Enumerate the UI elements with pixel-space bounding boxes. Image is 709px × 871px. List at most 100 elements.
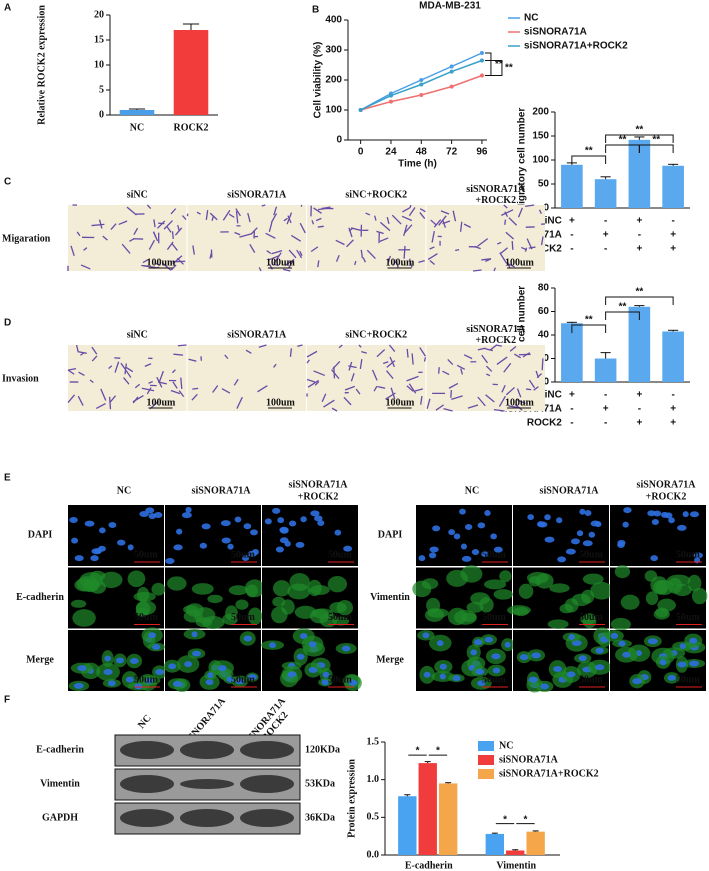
nucleus xyxy=(125,676,134,683)
cell xyxy=(571,593,591,607)
band xyxy=(240,809,294,827)
nucleus xyxy=(185,506,192,513)
nucleus xyxy=(432,525,441,532)
cell xyxy=(442,220,447,228)
cell xyxy=(156,376,163,388)
point xyxy=(388,93,393,98)
cell xyxy=(315,217,322,222)
legend-label: NC xyxy=(524,13,538,24)
bar xyxy=(506,850,525,855)
row-label: E-cadherin xyxy=(36,744,84,755)
cell xyxy=(269,263,273,270)
cell xyxy=(205,210,209,220)
nucleus xyxy=(73,682,84,689)
nucleus xyxy=(422,632,430,639)
nucleus xyxy=(252,548,259,555)
nucleus xyxy=(461,555,472,562)
point xyxy=(419,82,424,87)
nucleus xyxy=(148,632,157,639)
cell xyxy=(261,204,266,207)
cell xyxy=(472,269,482,272)
scale-bar-label: 50um xyxy=(579,549,604,560)
column-label: siNC xyxy=(127,329,148,340)
cell xyxy=(431,230,435,243)
cell xyxy=(620,594,640,610)
nucleus xyxy=(153,511,163,518)
cell xyxy=(121,243,131,254)
nucleus xyxy=(103,668,113,675)
nucleus xyxy=(227,543,234,550)
nucleus xyxy=(677,661,687,668)
cell xyxy=(287,583,311,600)
cell xyxy=(273,363,277,368)
cell xyxy=(477,396,486,407)
nucleus xyxy=(531,652,541,659)
point xyxy=(388,99,393,104)
cell xyxy=(489,344,497,351)
cell xyxy=(408,383,417,394)
scale-bar-label: 50um xyxy=(134,612,159,623)
cell xyxy=(151,582,166,596)
cell xyxy=(388,344,396,352)
nucleus xyxy=(568,634,575,641)
cell xyxy=(528,576,542,587)
cell xyxy=(265,232,276,239)
cell xyxy=(306,350,318,358)
y-tick-label: 40 xyxy=(538,330,550,341)
cell xyxy=(447,607,467,626)
cell xyxy=(158,370,164,383)
nucleus xyxy=(651,518,659,525)
column-label: siSNORA71A xyxy=(540,485,600,496)
cell xyxy=(361,350,367,354)
bar xyxy=(526,831,545,855)
significance: ** xyxy=(585,146,593,157)
nucleus xyxy=(334,529,342,536)
nucleus xyxy=(659,659,667,666)
nucleus xyxy=(173,544,183,551)
cell xyxy=(691,587,708,605)
legend-swatch xyxy=(478,755,494,765)
cell xyxy=(248,607,263,626)
cell xyxy=(362,257,366,263)
cell xyxy=(77,395,84,406)
nucleus xyxy=(484,510,491,517)
cell xyxy=(283,268,291,272)
legend-swatch xyxy=(478,741,494,751)
condition-label: siNC xyxy=(539,390,562,401)
nucleus xyxy=(588,531,596,538)
cell xyxy=(284,259,294,266)
cell xyxy=(508,217,518,226)
cell xyxy=(414,388,423,392)
cell xyxy=(170,389,181,395)
column-label: siSNORA71A xyxy=(192,485,252,496)
nucleus xyxy=(439,663,447,670)
y-tick-label: 200 xyxy=(325,75,342,86)
cell xyxy=(408,207,416,217)
cell xyxy=(91,223,105,227)
y-tick-label: 0 xyxy=(543,377,549,388)
cell xyxy=(166,226,172,233)
cell xyxy=(270,213,278,223)
panel-letter: B xyxy=(312,5,319,16)
column-label: +ROCK2 xyxy=(475,335,516,346)
nucleus xyxy=(429,546,439,553)
cell xyxy=(135,601,151,617)
cell xyxy=(359,359,363,370)
cell xyxy=(207,594,223,604)
cell xyxy=(313,370,326,377)
cell xyxy=(77,350,87,354)
nucleus xyxy=(247,674,258,681)
cell xyxy=(137,586,150,603)
y-tick-label: 20 xyxy=(94,9,104,20)
cell xyxy=(174,227,183,236)
bar xyxy=(628,139,651,208)
x-tick-label: Vimentin xyxy=(496,860,536,871)
nucleus xyxy=(172,680,183,687)
cell xyxy=(228,585,248,596)
cell xyxy=(166,241,174,250)
legend-label: NC xyxy=(499,740,513,751)
scale-bar-label: 100um xyxy=(386,257,416,268)
cell xyxy=(427,253,438,261)
nucleus xyxy=(191,650,201,657)
cell xyxy=(78,371,85,376)
